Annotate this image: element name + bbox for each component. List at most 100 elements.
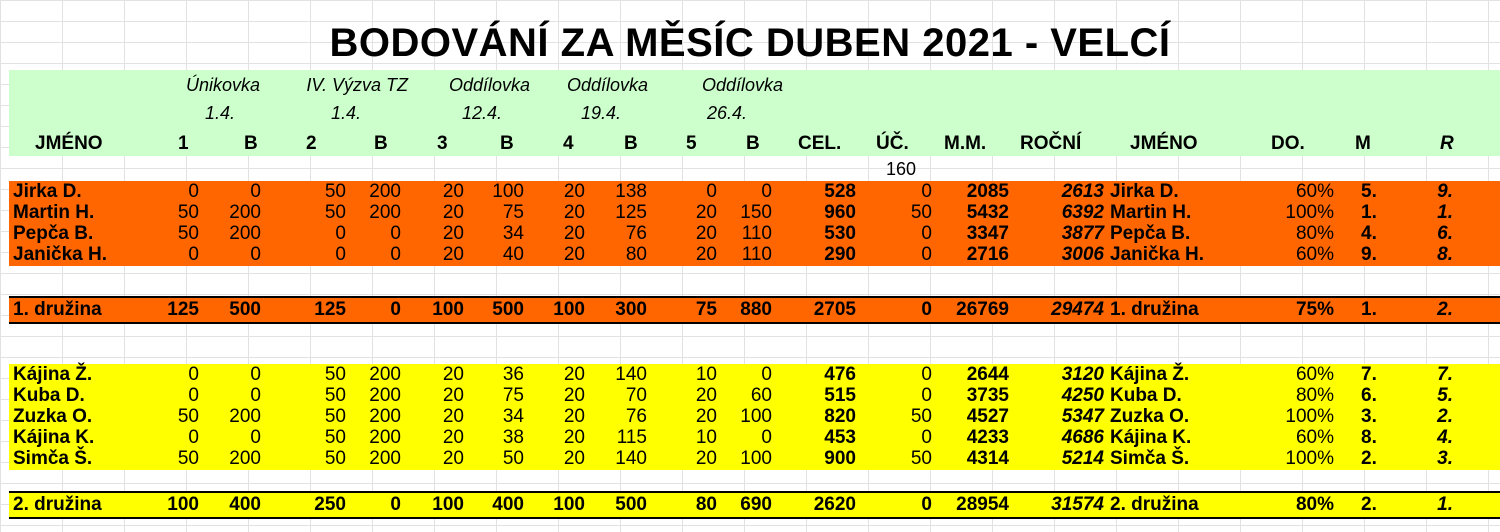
cell: 20	[563, 364, 585, 385]
cell: 76	[625, 223, 647, 244]
cell: 0	[921, 364, 932, 385]
cell: Jirka D.	[1110, 181, 1179, 202]
col-b5: B	[746, 133, 760, 154]
cell: 50	[910, 202, 932, 223]
cell: 76	[625, 406, 647, 427]
cell: 9.	[1361, 244, 1377, 265]
cell: 0	[706, 181, 717, 202]
cell: 100	[432, 494, 464, 515]
cell: 5.	[1361, 181, 1377, 202]
cell: 3877	[1061, 223, 1104, 244]
cell: 1.	[1361, 299, 1377, 320]
cell: 20	[695, 244, 717, 265]
activity-3-date: 12.4.	[461, 103, 502, 123]
cell: 20	[563, 448, 585, 469]
cell: 2644	[966, 364, 1009, 385]
cell: 0	[761, 181, 772, 202]
cell: 200	[229, 223, 261, 244]
cell: 20	[695, 385, 717, 406]
cell: 110	[741, 223, 772, 244]
cell: 140	[615, 448, 647, 469]
cell: 0	[188, 244, 199, 265]
cell: 50	[177, 448, 199, 469]
cell: Pepča B.	[13, 223, 94, 244]
cell: 125	[615, 202, 647, 223]
cell: 60%	[1295, 364, 1334, 385]
cell: 500	[615, 494, 647, 515]
cell: 5.	[1437, 385, 1453, 406]
participants-count: 160	[885, 159, 917, 179]
cell: 50	[910, 406, 932, 427]
cell: 3735	[966, 385, 1009, 406]
col-a2: 2	[306, 133, 317, 154]
cell: 50	[177, 406, 199, 427]
cell: 4250	[1061, 385, 1104, 406]
cell: 2. družina	[13, 494, 102, 515]
cell: 0	[390, 494, 401, 515]
cell: 80	[625, 244, 647, 265]
cell: 0	[250, 364, 261, 385]
cell: 31574	[1051, 494, 1104, 515]
cell: Kuba D.	[13, 385, 85, 406]
activity-5-date: 26.4.	[706, 103, 747, 123]
cell: 690	[740, 494, 772, 515]
cell: 6.	[1437, 223, 1453, 244]
cell: 200	[369, 202, 401, 223]
col-cel: CEL.	[798, 133, 842, 154]
col-rocni: ROČNÍ	[1020, 133, 1082, 154]
cell: 50	[502, 448, 524, 469]
cell: 60%	[1295, 244, 1334, 265]
cell: 4686	[1061, 427, 1104, 448]
activity-4-name: Oddílovka	[566, 75, 648, 95]
cell: Janička H.	[13, 244, 107, 265]
cell: 1. družina	[1110, 299, 1199, 320]
col-uc: ÚČ.	[876, 133, 909, 154]
cell: 4.	[1437, 427, 1453, 448]
cell: 100%	[1285, 448, 1334, 469]
activity-1-name: Únikovka	[185, 75, 260, 95]
cell: 20	[563, 244, 585, 265]
cell: 900	[824, 448, 856, 469]
cell: 20	[442, 427, 464, 448]
cell: 1.	[1437, 494, 1453, 515]
cell: Zuzka O.	[1110, 406, 1190, 427]
cell: 20	[442, 364, 464, 385]
cell: 36	[502, 364, 524, 385]
cell: 250	[314, 494, 346, 515]
col-a1: 1	[178, 133, 189, 154]
table-row: Jirka D. 0 0 50 200 20 100 20 138 0 0 528 0 2085 2613 J…	[9, 181, 1500, 203]
cell: 80%	[1295, 385, 1334, 406]
cell: 10	[695, 427, 717, 448]
cell: 38	[502, 427, 524, 448]
cell: 2.	[1361, 494, 1377, 515]
cell: 150	[740, 202, 772, 223]
cell: 20	[563, 385, 585, 406]
cell: 0	[921, 244, 932, 265]
cell: 3.	[1437, 448, 1453, 469]
cell: 0	[188, 427, 199, 448]
cell: 20	[563, 223, 585, 244]
cell: 0	[921, 494, 932, 515]
cell: 50	[324, 427, 346, 448]
cell: 20	[442, 223, 464, 244]
cell: 5347	[1061, 406, 1104, 427]
cell: Janička H.	[1110, 244, 1204, 265]
cell: 26769	[956, 299, 1009, 320]
cell: 50	[324, 181, 346, 202]
cell: 200	[229, 448, 261, 469]
cell: 20	[563, 427, 585, 448]
col-a5: 5	[686, 133, 697, 154]
cell: 100	[432, 299, 464, 320]
cell: 50	[177, 223, 199, 244]
cell: Jirka D.	[13, 181, 82, 202]
cell: 500	[229, 299, 261, 320]
col-a3: 3	[437, 133, 448, 154]
cell: 0	[390, 299, 401, 320]
cell: Zuzka O.	[13, 406, 93, 427]
sheet-title: BODOVÁNÍ ZA MĚSÍC DUBEN 2021 - VELCÍ	[329, 21, 1171, 65]
activity-1-date: 1.4.	[204, 103, 235, 123]
cell: 115	[616, 427, 647, 448]
cell: 0	[921, 223, 932, 244]
col-b3: B	[500, 133, 514, 154]
cell: Simča Š.	[1110, 448, 1190, 469]
